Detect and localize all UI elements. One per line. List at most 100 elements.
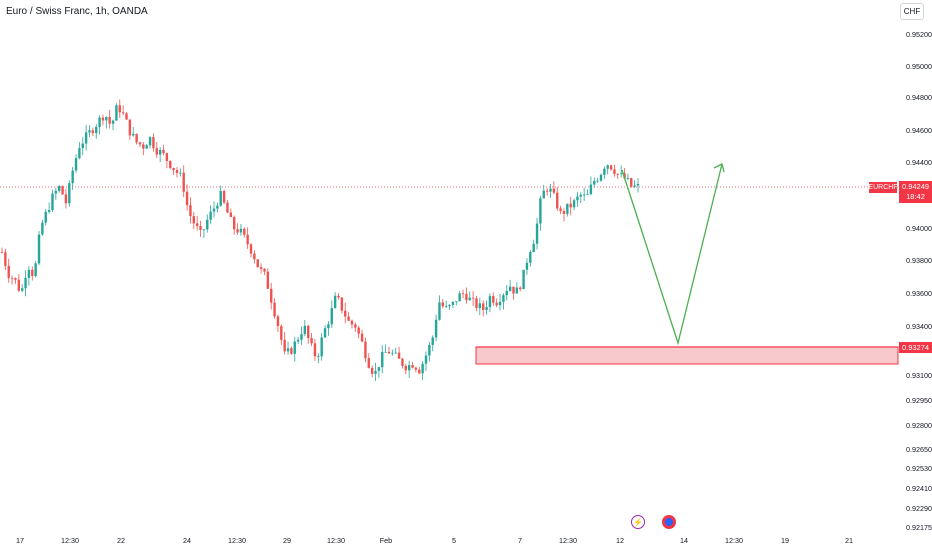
- candle-body: [414, 367, 418, 370]
- candle-body: [101, 117, 105, 121]
- candle-body: [586, 194, 589, 195]
- candle-body: [404, 365, 408, 371]
- candle-body: [135, 133, 138, 143]
- price-tick: 0.94600: [906, 126, 932, 135]
- candle-body: [549, 188, 552, 192]
- candle-body: [357, 327, 360, 334]
- candle-body: [64, 194, 68, 204]
- candle-body: [313, 343, 317, 357]
- symbol-title[interactable]: Euro / Swiss Franc, 1h, OANDA: [6, 6, 148, 17]
- candle-body: [317, 356, 320, 358]
- candle-body: [98, 117, 101, 127]
- candle-body: [263, 268, 266, 272]
- candle-body: [216, 205, 219, 209]
- candle-body: [529, 252, 532, 263]
- zone-price-label: 0.93274: [899, 342, 932, 353]
- time-tick: 24: [183, 536, 191, 545]
- candle-body: [27, 269, 31, 278]
- candle-body: [296, 339, 300, 342]
- candle-body: [381, 352, 384, 368]
- price-tick: 0.92175: [906, 523, 932, 532]
- time-tick: 7: [518, 536, 522, 545]
- candle-body: [4, 252, 7, 266]
- candle-body: [307, 325, 310, 338]
- candle-body: [418, 369, 421, 374]
- candle-body: [142, 144, 145, 149]
- candle-body: [468, 297, 471, 301]
- candle-body: [155, 148, 158, 155]
- time-tick: 21: [845, 536, 853, 545]
- price-tick: 0.94400: [906, 158, 932, 167]
- time-tick: 12:30: [327, 536, 345, 545]
- candle-body: [488, 296, 492, 308]
- candle-body: [451, 301, 455, 306]
- candle-body: [51, 193, 54, 211]
- candle-body: [522, 269, 525, 290]
- candle-body: [347, 316, 350, 321]
- lightning-icon[interactable]: ⚡: [631, 515, 645, 529]
- candle-body: [374, 370, 377, 374]
- candle-body: [556, 192, 559, 209]
- projection-path[interactable]: [621, 163, 723, 346]
- candle-body: [562, 210, 566, 214]
- candle-body: [169, 160, 172, 168]
- price-tick: 0.92290: [906, 504, 932, 513]
- time-tick: 19: [781, 536, 789, 545]
- flag-dot-icon[interactable]: [662, 515, 676, 529]
- candle-body: [613, 169, 616, 174]
- candle-body: [243, 228, 246, 235]
- candle-body: [434, 319, 438, 338]
- candle-body: [249, 244, 253, 254]
- candle-body: [246, 234, 249, 245]
- candle-body: [24, 277, 27, 289]
- candle-body: [91, 130, 95, 134]
- candle-body: [444, 306, 448, 308]
- candle-body: [145, 145, 148, 149]
- candle-body: [121, 112, 125, 114]
- candle-body: [502, 295, 505, 302]
- candle-body: [525, 262, 529, 270]
- candle-body: [37, 234, 41, 264]
- candle-body: [259, 267, 263, 269]
- candle-body: [185, 191, 189, 206]
- candle-body: [582, 194, 586, 196]
- price-tick: 0.94800: [906, 93, 932, 102]
- price-tick: 0.95200: [906, 30, 932, 39]
- candle-body: [424, 355, 428, 364]
- candle-body: [199, 225, 202, 230]
- candle-body: [148, 137, 152, 146]
- candle-body: [219, 190, 222, 206]
- candle-body: [54, 190, 58, 194]
- time-tick: 17: [16, 536, 24, 545]
- candle-body: [152, 137, 155, 149]
- currency-button[interactable]: CHF: [900, 3, 924, 20]
- candle-body: [111, 120, 115, 124]
- candle-body: [286, 348, 290, 352]
- candle-body: [108, 116, 111, 124]
- last-price-label: 0.94249 18:42: [899, 181, 932, 203]
- candle-body: [189, 205, 192, 217]
- candle-body: [34, 263, 37, 277]
- price-tick: 0.93600: [906, 289, 932, 298]
- candle-body: [475, 298, 478, 309]
- candle-body: [327, 324, 330, 329]
- candle-body: [132, 133, 135, 136]
- price-tick: 0.95000: [906, 62, 932, 71]
- price-tick: 0.92650: [906, 445, 932, 454]
- price-tick: 0.93100: [906, 371, 932, 380]
- demand-zone-rect[interactable]: [475, 346, 899, 365]
- candle-body: [364, 341, 367, 359]
- time-tick: 5: [452, 536, 456, 545]
- candle-body: [461, 293, 465, 295]
- candle-body: [7, 265, 10, 278]
- time-axis: 17 12:30 22 24 12:30 29 12:30 Feb 5 7 12…: [16, 536, 853, 545]
- candle-body: [619, 173, 623, 175]
- candle-body: [354, 324, 357, 328]
- candle-body: [226, 202, 229, 213]
- candle-body: [438, 302, 441, 320]
- candle-body: [61, 186, 64, 195]
- candle-body: [270, 288, 273, 303]
- candle-body: [626, 178, 630, 179]
- candle-body: [128, 119, 132, 136]
